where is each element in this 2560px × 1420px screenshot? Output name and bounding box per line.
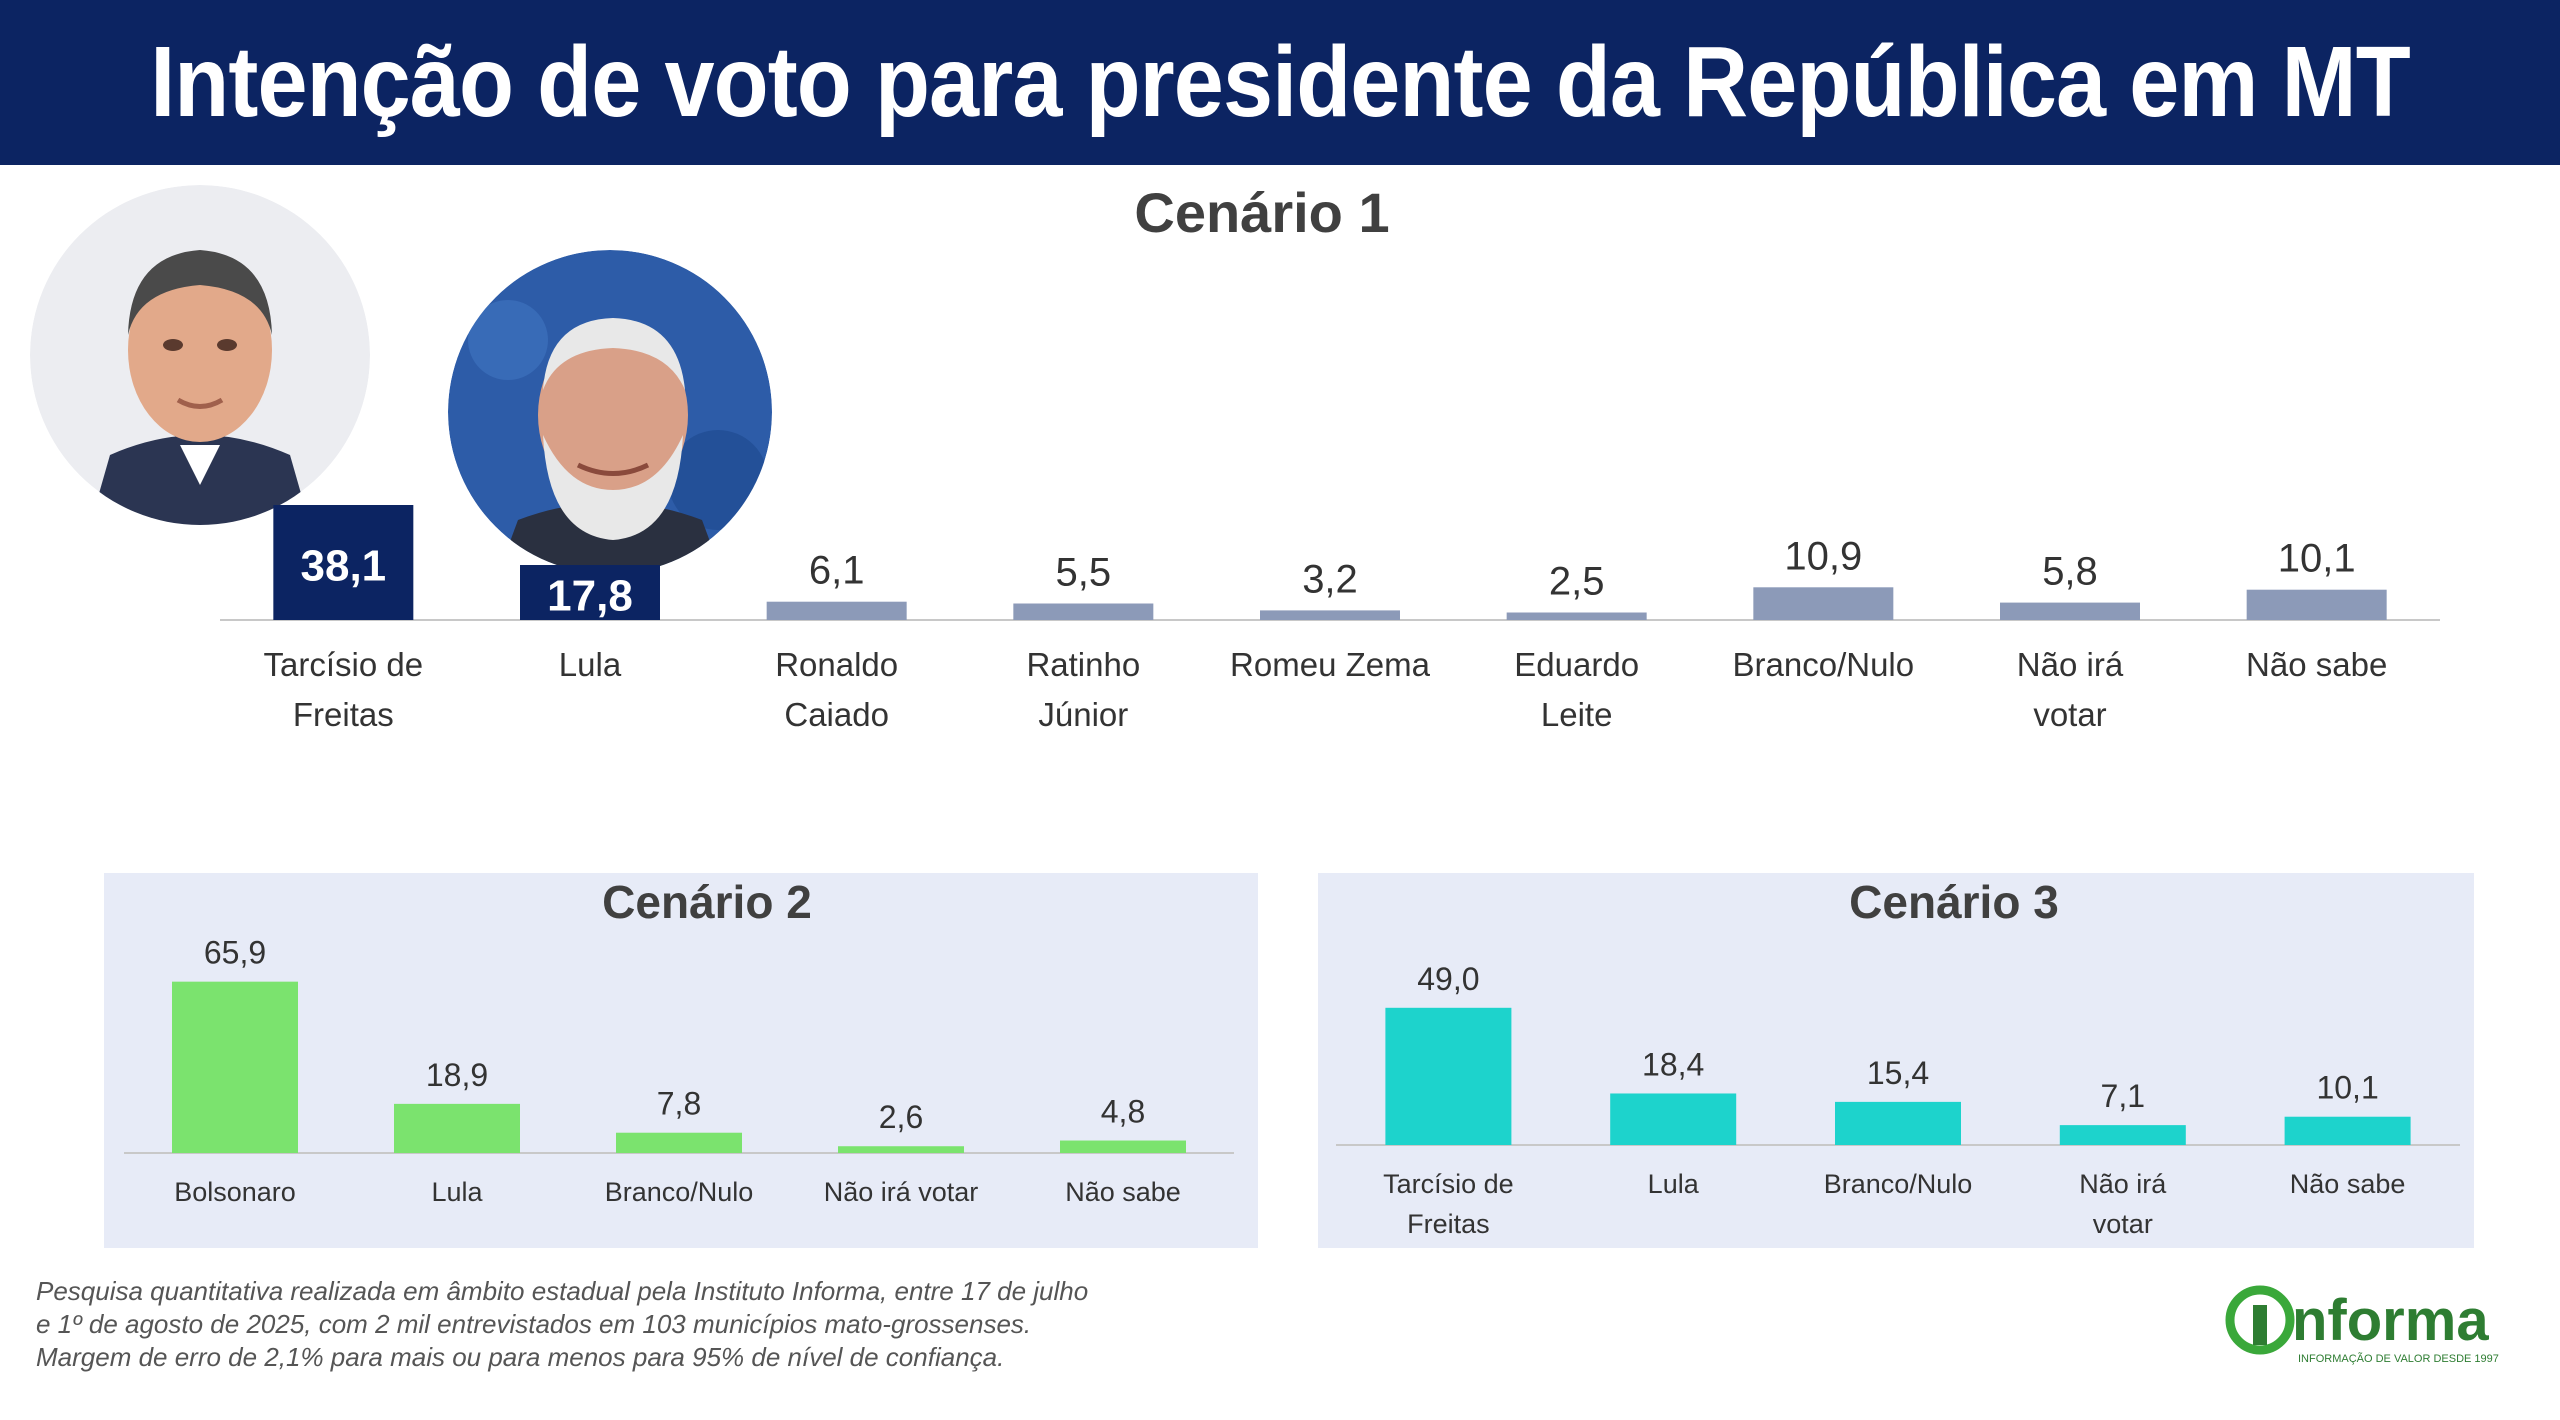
data-label: 10,9 [1784,534,1862,578]
bar [1013,603,1154,620]
tick-label: Ronaldo [775,646,898,683]
tick-label: Não irá [2017,646,2124,683]
bar [616,1132,742,1153]
bar [2000,602,2140,620]
tick-label: Lula [431,1177,483,1207]
tarcisio-portrait-icon [30,185,370,525]
chart-cenario-3: Cenário 3 49,0 Tarcísio de Freitas 18,4 Lula 1… [1318,873,2474,1248]
tick-label: votar [2033,696,2106,733]
footnote: Pesquisa quantitativa realizada em âmbit… [36,1275,1336,1374]
data-label: 7,8 [657,1086,701,1122]
tick-label: Não sabe [1065,1177,1181,1207]
bar [838,1146,964,1153]
data-label: 3,2 [1302,557,1358,601]
chart-cenario-1: Cenário 1 38,1 Tarcísio de Freitas 17,8 Lula 6… [180,180,2460,760]
bar [2059,1125,2186,1145]
photo-tarcisio [30,185,370,525]
tick-label: Não sabe [2290,1169,2406,1199]
svg-text:nforma: nforma [2292,1288,2489,1353]
footnote-line: Pesquisa quantitativa realizada em âmbit… [36,1276,1089,1306]
photo-lula [448,250,772,574]
chart-cenario-1-svg: Cenário 1 38,1 Tarcísio de Freitas 17,8 Lula 6… [220,181,2440,733]
chart-cenario-2: Cenário 2 65,9 Bolsonaro 18,9 Lula 7,8 Branco/… [104,873,1258,1248]
tick-label: Tarcísio de [1383,1169,1514,1199]
data-label: 38,1 [301,542,387,591]
tick-label: Lula [559,646,622,683]
tick-label: Caiado [784,696,889,733]
svg-text:INFORMAÇÃO DE VALOR DESDE 1997: INFORMAÇÃO DE VALOR DESDE 1997 [2298,1352,2499,1365]
chart-title: Cenário 2 [602,876,812,928]
data-label: 17,8 [547,572,633,621]
data-label: 6,1 [809,549,865,593]
data-label: 10,1 [2278,537,2356,581]
bar [1753,587,1894,620]
data-label: 5,8 [2042,550,2098,594]
bar [2284,1116,2411,1145]
data-label: 4,8 [1101,1094,1145,1130]
data-label: 2,5 [1549,560,1605,604]
data-label: 10,1 [2316,1070,2378,1106]
tick-label: Freitas [1407,1209,1490,1239]
data-label: 2,6 [879,1099,923,1135]
data-label: 18,9 [426,1057,488,1093]
bar [394,1103,520,1153]
data-label: 15,4 [1867,1055,1929,1091]
bar [172,981,298,1153]
tick-label: Tarcísio de [264,646,424,683]
tick-label: Não irá votar [824,1177,979,1207]
data-label: 7,1 [2101,1078,2145,1114]
header-banner: Intenção de voto para presidente da Repú… [0,0,2560,165]
tick-label: Branco/Nulo [1733,646,1915,683]
data-label: 49,0 [1417,961,1479,997]
chart-cenario-3-svg: Cenário 3 49,0 Tarcísio de Freitas 18,4 Lula 1… [1336,876,2460,1239]
tick-label: votar [2093,1209,2153,1239]
bar [273,505,414,620]
footnote-line: Margem de erro de 2,1% para mais ou para… [36,1342,1005,1372]
data-label: 18,4 [1642,1046,1704,1082]
bar [520,565,660,620]
bar [766,601,907,620]
data-label: 65,9 [204,935,266,971]
tick-label: Branco/Nulo [1824,1169,1973,1199]
tick-label: Ratinho [1026,646,1140,683]
informa-logo-icon: nforma INFORMAÇÃO DE VALOR DESDE 1997 [2225,1285,2499,1365]
bar [1060,1140,1186,1153]
data-label: 5,5 [1056,551,1112,595]
tick-label: Branco/Nulo [605,1177,754,1207]
bar [1835,1101,1961,1145]
bar [1610,1093,1737,1145]
tick-label: Não sabe [2246,646,2387,683]
tick-label: Não irá [2079,1169,2167,1199]
tick-label: Eduardo [1514,646,1639,683]
tick-label: Júnior [1038,696,1128,733]
tick-label: Freitas [293,696,394,733]
lula-portrait-icon [448,250,772,574]
bar [1506,612,1647,620]
chart-title: Cenário 1 [1134,181,1389,244]
chart-cenario-2-svg: Cenário 2 65,9 Bolsonaro 18,9 Lula 7,8 Branco/… [124,876,1234,1207]
tick-label: Bolsonaro [174,1177,296,1207]
tick-label: Lula [1648,1169,1700,1199]
page-title: Intenção de voto para presidente da Repú… [150,26,2411,138]
informa-logo: nforma INFORMAÇÃO DE VALOR DESDE 1997 [2220,1280,2540,1370]
bar [2246,589,2387,620]
chart-title: Cenário 3 [1849,876,2059,928]
tick-label: Leite [1541,696,1613,733]
footnote-line: e 1º de agosto de 2025, com 2 mil entrev… [36,1309,1032,1339]
bar [1385,1007,1512,1145]
bar [1260,610,1400,620]
tick-label: Romeu Zema [1230,646,1431,683]
